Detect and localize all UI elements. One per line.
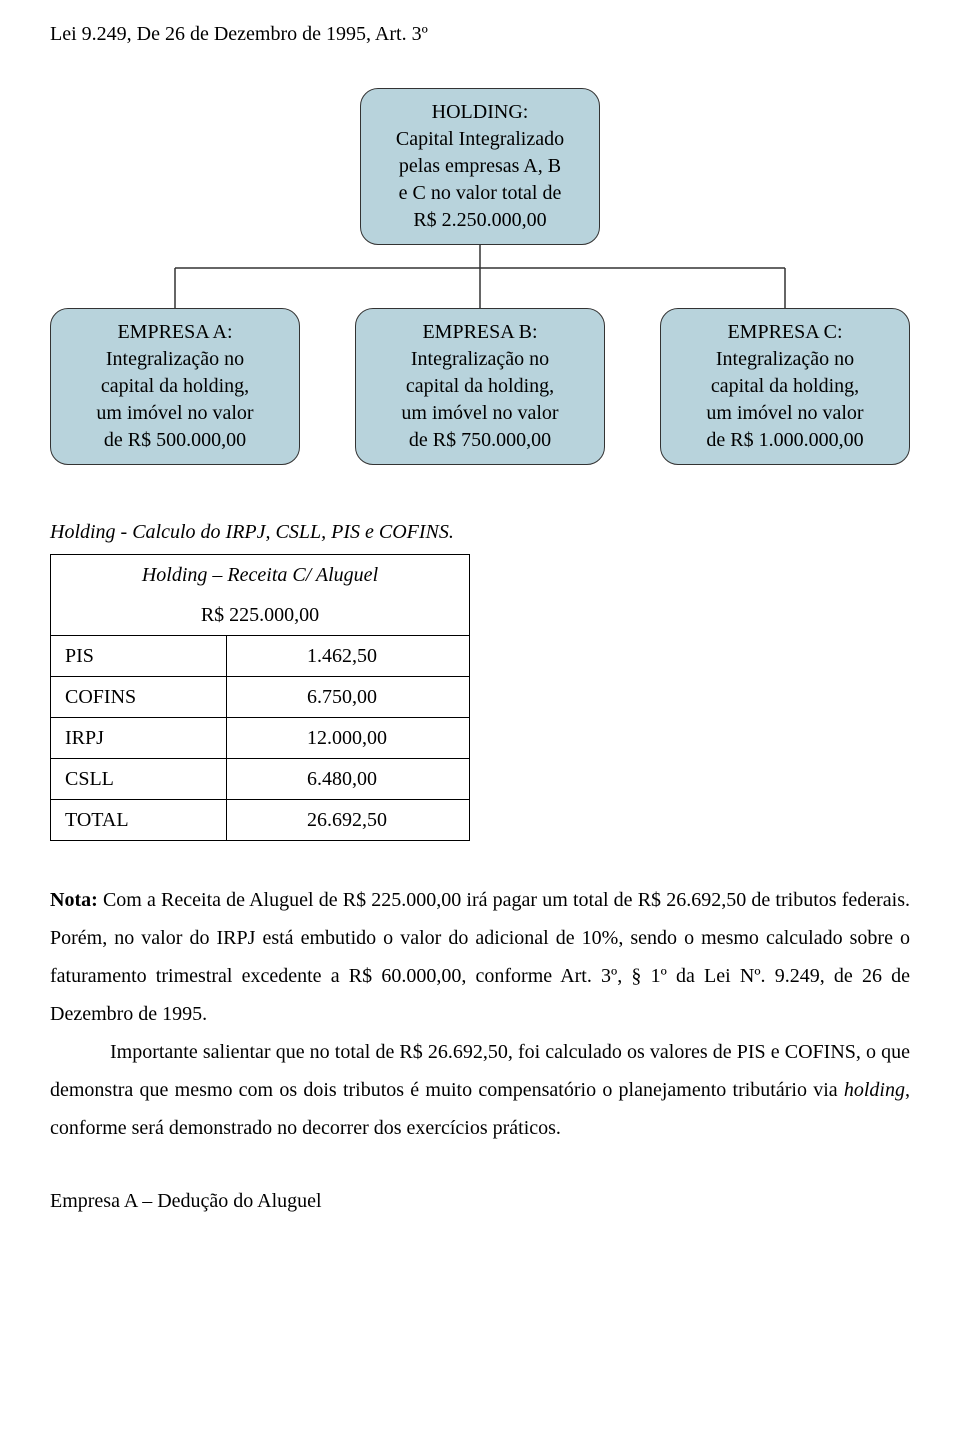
table-header-value: R$ 225.000,00: [201, 604, 319, 626]
row-label: PIS: [65, 645, 94, 667]
row-value: 26.692,50: [307, 809, 387, 831]
calc-heading: Holding - Calculo do IRPJ, CSLL, PIS e C…: [50, 518, 910, 546]
table-row: TOTAL 26.692,50: [51, 800, 470, 841]
empresa-b-line4: um imóvel no valor: [401, 402, 558, 424]
empresa-b-node: EMPRESA B: Integralização no capital da …: [355, 308, 605, 465]
table-row: COFINS 6.750,00: [51, 677, 470, 718]
row-label: IRPJ: [65, 727, 104, 749]
empresa-a-node: EMPRESA A: Integralização no capital da …: [50, 308, 300, 465]
empresa-c-line2: Integralização no: [716, 348, 854, 370]
empresa-a-line1: EMPRESA A:: [117, 321, 232, 343]
tax-table: Holding – Receita C/ Aluguel R$ 225.000,…: [50, 554, 470, 841]
empresa-b-line2: Integralização no: [411, 348, 549, 370]
holding-line4: e C no valor total de: [399, 182, 562, 204]
nota-paragraph: Nota: Com a Receita de Aluguel de R$ 225…: [50, 881, 910, 1033]
nota-prefix: Nota:: [50, 889, 98, 911]
table-row: CSLL 6.480,00: [51, 759, 470, 800]
row-value: 12.000,00: [307, 727, 387, 749]
empresa-b-line1: EMPRESA B:: [422, 321, 537, 343]
empresa-a-line3: capital da holding,: [101, 375, 249, 397]
p1-text: Com a Receita de Aluguel de R$ 225.000,0…: [50, 889, 910, 1025]
row-label: CSLL: [65, 768, 114, 790]
p2-text: Importante salientar que no total de R$ …: [50, 1041, 910, 1101]
empresa-b-line5: de R$ 750.000,00: [409, 429, 551, 451]
holding-line5: R$ 2.250.000,00: [413, 209, 546, 231]
org-diagram: HOLDING: Capital Integralizado pelas emp…: [50, 88, 910, 468]
empresa-c-line5: de R$ 1.000.000,00: [706, 429, 863, 451]
empresa-c-line1: EMPRESA C:: [727, 321, 842, 343]
empresa-b-line3: capital da holding,: [406, 375, 554, 397]
holding-line2: Capital Integralizado: [396, 128, 564, 150]
table-row: PIS 1.462,50: [51, 636, 470, 677]
empresa-c-line4: um imóvel no valor: [706, 402, 863, 424]
holding-node: HOLDING: Capital Integralizado pelas emp…: [360, 88, 600, 245]
holding-line3: pelas empresas A, B: [399, 155, 561, 177]
empresa-a-line4: um imóvel no valor: [96, 402, 253, 424]
empresa-a-line5: de R$ 500.000,00: [104, 429, 246, 451]
row-value: 6.480,00: [307, 768, 377, 790]
row-label: TOTAL: [65, 809, 129, 831]
row-value: 6.750,00: [307, 686, 377, 708]
empresa-a-line2: Integralização no: [106, 348, 244, 370]
holding-line1: HOLDING:: [432, 101, 529, 123]
page-title: Lei 9.249, De 26 de Dezembro de 1995, Ar…: [50, 20, 910, 48]
footer-line: Empresa A – Dedução do Aluguel: [50, 1187, 910, 1215]
table-row: IRPJ 12.000,00: [51, 718, 470, 759]
empresa-c-node: EMPRESA C: Integralização no capital da …: [660, 308, 910, 465]
paragraph-2: Importante salientar que no total de R$ …: [50, 1033, 910, 1147]
row-label: COFINS: [65, 686, 136, 708]
holding-italic: holding: [844, 1079, 905, 1101]
row-value: 1.462,50: [307, 645, 377, 667]
table-header: Holding – Receita C/ Aluguel: [142, 564, 378, 586]
empresa-c-line3: capital da holding,: [711, 375, 859, 397]
